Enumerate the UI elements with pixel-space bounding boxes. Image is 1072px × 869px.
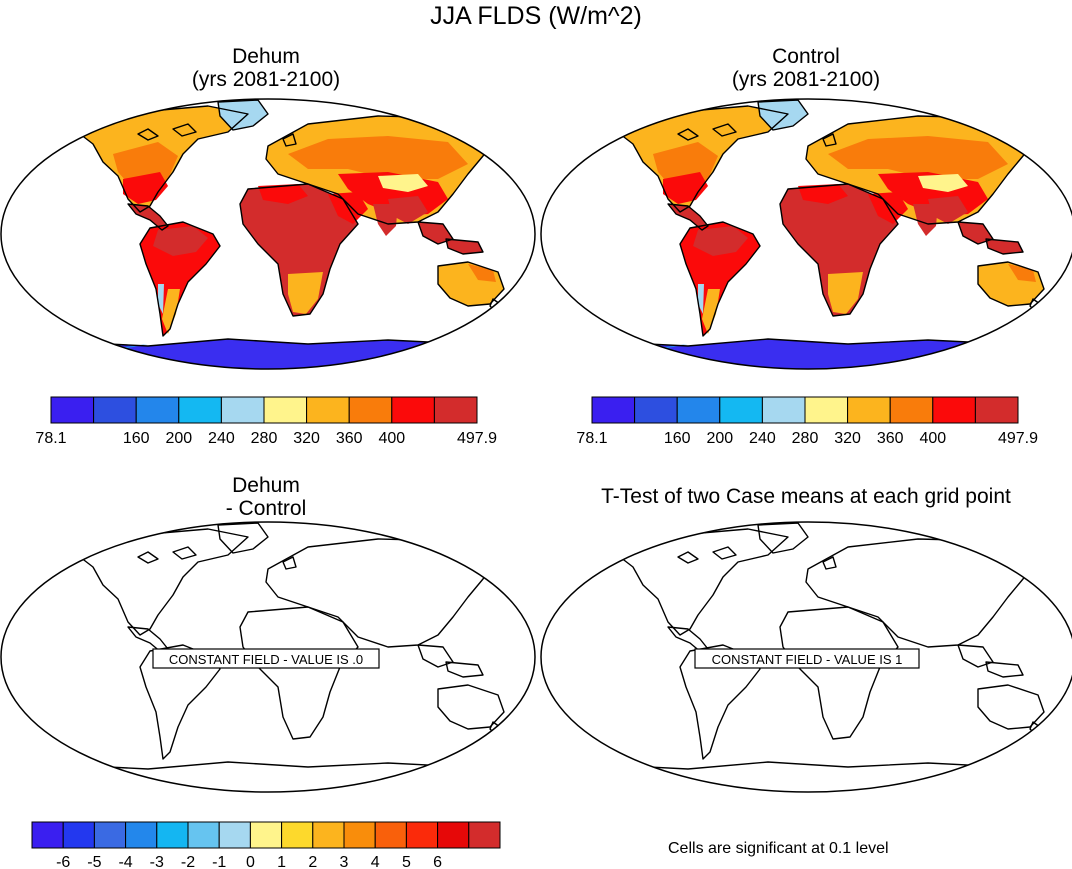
colorbar-tick-label: -1: [212, 854, 226, 869]
colorbar-tick-label: 2: [308, 854, 317, 869]
colorbar-swatch: [348, 396, 393, 424]
colorbar-swatch: [249, 821, 283, 849]
colorbar-swatch: [312, 821, 345, 849]
colorbar-swatch: [218, 821, 251, 849]
colorbar-tick-label: 360: [877, 430, 904, 447]
annotation-difference: CONSTANT FIELD - VALUE IS .0: [152, 648, 380, 669]
colorbar-tick-label: -5: [87, 854, 101, 869]
colorbar-swatch: [125, 821, 158, 849]
colorbar-swatch: [93, 396, 137, 424]
colorbar-tick-label: 320: [293, 430, 320, 447]
colorbar-swatch: [719, 396, 763, 424]
colorbar-swatch: [804, 396, 849, 424]
colorbar-swatch: [847, 396, 891, 424]
colorbar-difference: -6 -5 -4 -3 -2 -1 0 1 2 3 4 5 6: [31, 821, 501, 869]
colorbar-tick-label: 78.1: [35, 430, 66, 447]
colorbar-swatch: [889, 396, 934, 424]
colorbar-tick-label: 400: [378, 430, 405, 447]
panel-title-control: Control (yrs 2081-2100): [656, 45, 956, 91]
colorbar-tick-label: 240: [749, 430, 776, 447]
colorbar-tick-label: -3: [150, 854, 164, 869]
colorbar-tick-label: -4: [118, 854, 132, 869]
colorbar-tick-label: 5: [402, 854, 411, 869]
map-control: [540, 98, 1072, 370]
panel-title-line1: Dehum: [232, 474, 300, 497]
colorbar-tick-label: 400: [919, 430, 946, 447]
colorbar-tick-label: 6: [433, 854, 442, 869]
colorbar-tick-label: 320: [834, 430, 861, 447]
colorbar-swatch: [62, 821, 95, 849]
colorbar-swatch: [306, 396, 350, 424]
colorbar-swatch: [974, 396, 1019, 424]
colorbar-tick-label: 240: [208, 430, 235, 447]
panel-title-difference: Dehum - Control: [116, 474, 416, 520]
colorbar-swatch: [263, 396, 308, 424]
colorbar-swatch: [591, 396, 636, 424]
colorbar-swatch: [50, 396, 95, 424]
panel-title-line1: Control: [772, 45, 840, 68]
colorbar-tick-label: 200: [706, 430, 733, 447]
colorbar-control: 78.1 160 200 240 280 320 360 400 497.9: [576, 396, 1038, 447]
colorbar-tick-label: 3: [340, 854, 349, 869]
map-dehum: [0, 98, 536, 370]
colorbar-tick-label: 497.9: [998, 430, 1038, 447]
panel-title-dehum: Dehum (yrs 2081-2100): [116, 45, 416, 91]
colorbar-tick-label: 0: [246, 854, 255, 869]
colorbar-swatch: [932, 396, 976, 424]
colorbar-swatch: [343, 821, 376, 849]
colorbar-swatch: [31, 821, 64, 849]
panel-title-line1: Dehum: [232, 45, 300, 68]
colorbar-tick-label: 160: [664, 430, 691, 447]
significance-note: Cells are significant at 0.1 level: [668, 840, 889, 857]
colorbar-swatch: [468, 821, 501, 849]
colorbar-dehum: 78.1 160 200 240 280 320 360 400 497.9: [35, 396, 497, 447]
colorbar-swatch: [761, 396, 806, 424]
figure-title: JJA FLDS (W/m^2): [430, 2, 642, 30]
colorbar-tick-label: 78.1: [576, 430, 607, 447]
panel-title-line2: (yrs 2081-2100): [731, 68, 881, 91]
colorbar-swatch: [374, 821, 407, 849]
colorbar-tick-label: 200: [165, 430, 192, 447]
colorbar-swatch: [676, 396, 721, 424]
colorbar-tick-label: 280: [792, 430, 819, 447]
colorbar-tick-label: -2: [181, 854, 195, 869]
colorbar-tick-label: 1: [277, 854, 286, 869]
colorbar-swatch: [178, 396, 222, 424]
colorbar-tick-label: 280: [251, 430, 278, 447]
colorbar-swatch: [437, 821, 470, 849]
colorbar-tick-label: 160: [123, 430, 150, 447]
colorbar-swatch: [634, 396, 678, 424]
colorbar-swatch: [405, 821, 439, 849]
colorbar-tick-label: -6: [56, 854, 70, 869]
panel-title-line2: - Control: [225, 497, 307, 520]
colorbar-tick-label: 4: [371, 854, 380, 869]
annotation-ttest: CONSTANT FIELD - VALUE IS 1: [694, 648, 920, 669]
colorbar-swatch: [433, 396, 478, 424]
colorbar-swatch: [391, 396, 435, 424]
colorbar-tick-label: 360: [336, 430, 363, 447]
colorbar-tick-label: 497.9: [457, 430, 497, 447]
colorbar-swatch: [281, 821, 314, 849]
colorbar-swatch: [187, 821, 220, 849]
panel-title-ttest: T-Test of two Case means at each grid po…: [601, 485, 1011, 508]
annotation-difference-text: CONSTANT FIELD - VALUE IS .0: [169, 652, 363, 667]
annotation-ttest-text: CONSTANT FIELD - VALUE IS 1: [712, 652, 903, 667]
colorbar-swatch: [156, 821, 189, 849]
colorbar-swatch: [135, 396, 180, 424]
panel-title-line2: (yrs 2081-2100): [191, 68, 341, 91]
colorbar-swatch: [220, 396, 265, 424]
colorbar-swatch: [93, 821, 127, 849]
